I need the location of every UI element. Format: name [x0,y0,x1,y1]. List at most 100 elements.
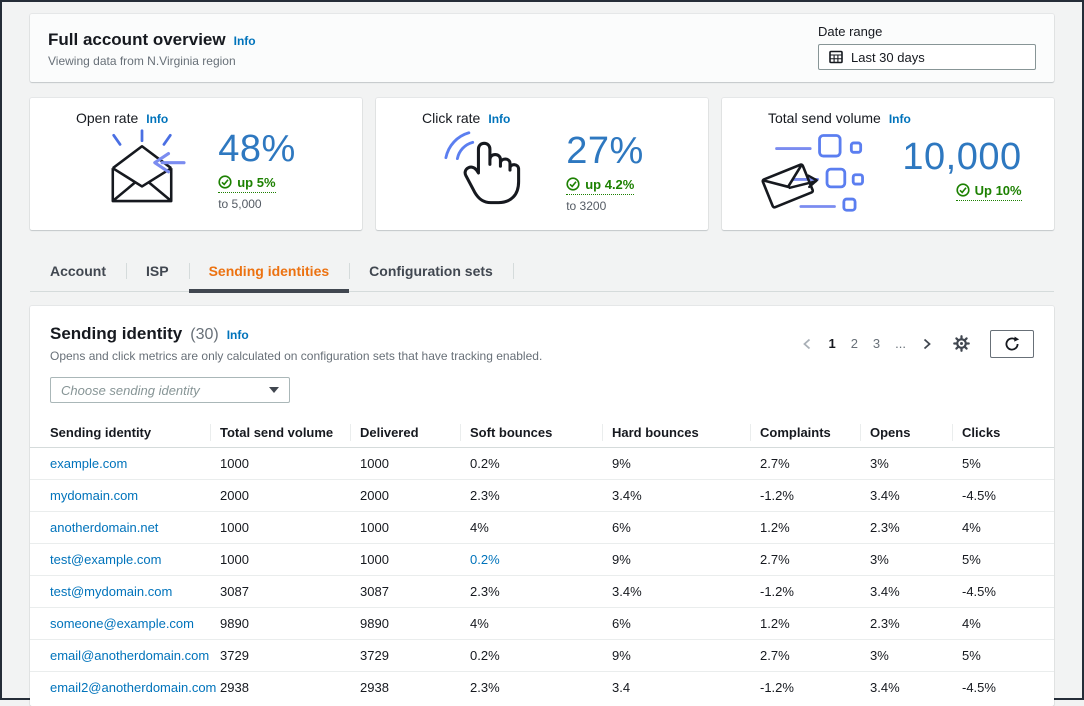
check-circle-icon [566,177,580,191]
cell-delivered: 9890 [350,607,460,640]
total-send-volume-delta[interactable]: Up 10% [955,182,1022,201]
sending-identity-link[interactable]: anotherdomain.net [30,511,210,544]
open-rate-delta[interactable]: up 5% [218,175,276,193]
click-rate-value: 27% [566,129,644,172]
cell-complaints: 2.7% [750,543,860,576]
sending-identity-link[interactable]: test@mydomain.com [30,575,210,608]
date-range-field: Date range Last 30 days [818,24,1036,70]
total-send-volume-value: 10,000 [902,135,1022,178]
total-send-volume-card: Total send volume Info [722,98,1054,230]
cell-opens: 2.3% [860,607,952,640]
click-rate-delta[interactable]: up 4.2% [566,176,635,195]
cell-total-send-volume: 9890 [210,607,350,640]
table-row: someone@example.com 9890 9890 4% 6% 1.2%… [30,607,1054,640]
cell-hard-bounces: 3.4 [602,671,750,703]
panel-info-link[interactable]: Info [226,328,249,342]
cell-hard-bounces: 9% [602,543,750,576]
page-header: Full account overview Info Viewing data … [30,14,1054,82]
cell-complaints: -1.2% [750,575,860,608]
delta-text: up 4.2% [585,176,635,192]
pagination-ellipsis: ... [895,336,906,351]
cell-delivered: 3087 [350,575,460,608]
open-rate-metric: 48% up 5% to 5,000 [218,128,296,211]
cell-complaints: -1.2% [750,671,860,703]
cell-opens: 3.4% [860,479,952,512]
panel-title: Sending identity [50,324,183,343]
total-send-volume-info-link[interactable]: Info [888,112,911,126]
col-total-send-volume: Total send volume [210,419,350,448]
table-body: example.com 1000 1000 0.2% 9% 2.7% 3% 5%… [30,448,1054,703]
tab-isp[interactable]: ISP [126,252,189,291]
cell-clicks: -4.5% [952,575,1054,608]
sending-identity-link[interactable]: example.com [50,456,128,471]
table-row: test@mydomain.com 3087 3087 2.3% 3.4% -1… [30,575,1054,608]
tab-sending-identities[interactable]: Sending identities [188,252,350,293]
card-title: Open rate [76,110,139,126]
click-rate-info-link[interactable]: Info [488,112,511,126]
cell-delivered: 1000 [350,511,460,544]
open-envelope-icon [96,128,188,212]
click-rate-card: Click rate Info 27% [376,98,708,230]
cell-complaints: 1.2% [750,511,860,544]
cell-opens: 3.4% [860,575,952,608]
pagination-next-icon[interactable] [921,337,933,351]
pagination-page-1[interactable]: 1 [828,336,836,351]
cell-soft-bounces: 0.2% [460,639,602,672]
sending-identity-filter[interactable]: Choose sending identity [50,377,290,403]
pagination-page-3[interactable]: 3 [872,336,881,351]
sending-identity-link[interactable]: email@anotherdomain.com [30,639,210,672]
cell-soft-bounces: 0.2% [470,456,500,471]
refresh-icon [1004,336,1020,352]
panel-header-titles: Sending identity (30) Info Opens and cli… [50,324,542,363]
cell-clicks: 5% [962,456,981,471]
tab-configuration-sets[interactable]: Configuration sets [349,252,513,291]
pagination-prev-icon[interactable] [801,337,813,351]
delta-text: Up 10% [974,182,1022,198]
cell-total-send-volume: 2000 [210,479,350,512]
pagination-page-2[interactable]: 2 [850,336,858,351]
cell-delivered: 3729 [350,639,460,672]
table-row: email2@anotherdomain.com 2938 2938 2.3% … [30,671,1054,703]
sending-identity-link[interactable]: email2@anotherdomain.com [30,671,216,703]
sending-identity-table: Sending identity Total send volume Deliv… [30,419,1054,703]
sending-identity-link[interactable]: mydomain.com [30,479,210,512]
settings-button[interactable] [953,335,970,352]
sending-identity-link[interactable]: test@example.com [30,543,210,576]
cell-complaints: -1.2% [750,479,860,512]
check-circle-icon [218,175,232,189]
open-rate-card: Open rate Info 48% [30,98,362,230]
tab-account[interactable]: Account [50,263,106,279]
date-range-select[interactable]: Last 30 days [818,44,1036,70]
sending-identity-link[interactable]: someone@example.com [30,607,210,640]
chevron-down-icon [269,387,279,393]
card-title: Total send volume [768,110,881,126]
table-row: test@example.com 1000 1000 0.2% 9% 2.7% … [30,543,1054,576]
page-subtitle: Viewing data from N.Virginia region [48,54,236,68]
click-rate-sub: to 3200 [566,199,607,214]
cell-clicks: -4.5% [952,671,1054,703]
card-title: Click rate [422,110,481,126]
cell-hard-bounces: 3.4% [602,575,750,608]
cell-delivered: 1000 [350,543,460,576]
cell-hard-bounces: 9% [612,456,631,471]
page-header-titles: Full account overview Info Viewing data … [48,24,256,68]
cell-total-send-volume: 1000 [220,456,249,471]
refresh-button[interactable] [990,329,1034,358]
cell-complaints: 2.7% [760,456,790,471]
gear-icon [953,335,970,352]
cell-soft-bounces[interactable]: 0.2% [460,543,602,576]
total-send-volume-metric: 10,000 Up 10% [902,135,1022,205]
cell-hard-bounces: 3.4% [602,479,750,512]
table-row: example.com 1000 1000 0.2% 9% 2.7% 3% 5% [30,448,1054,480]
cell-total-send-volume: 2938 [210,671,350,703]
page-info-link[interactable]: Info [233,34,256,48]
col-sending-identity: Sending identity [30,419,210,448]
panel-controls: 1 2 3 ... [801,329,1034,358]
open-rate-info-link[interactable]: Info [146,112,169,126]
cell-total-send-volume: 1000 [210,543,350,576]
click-hand-icon [440,128,536,216]
pagination: 1 2 3 ... [801,336,933,351]
col-opens: Opens [860,419,952,448]
filter-row: Choose sending identity [30,363,1054,419]
